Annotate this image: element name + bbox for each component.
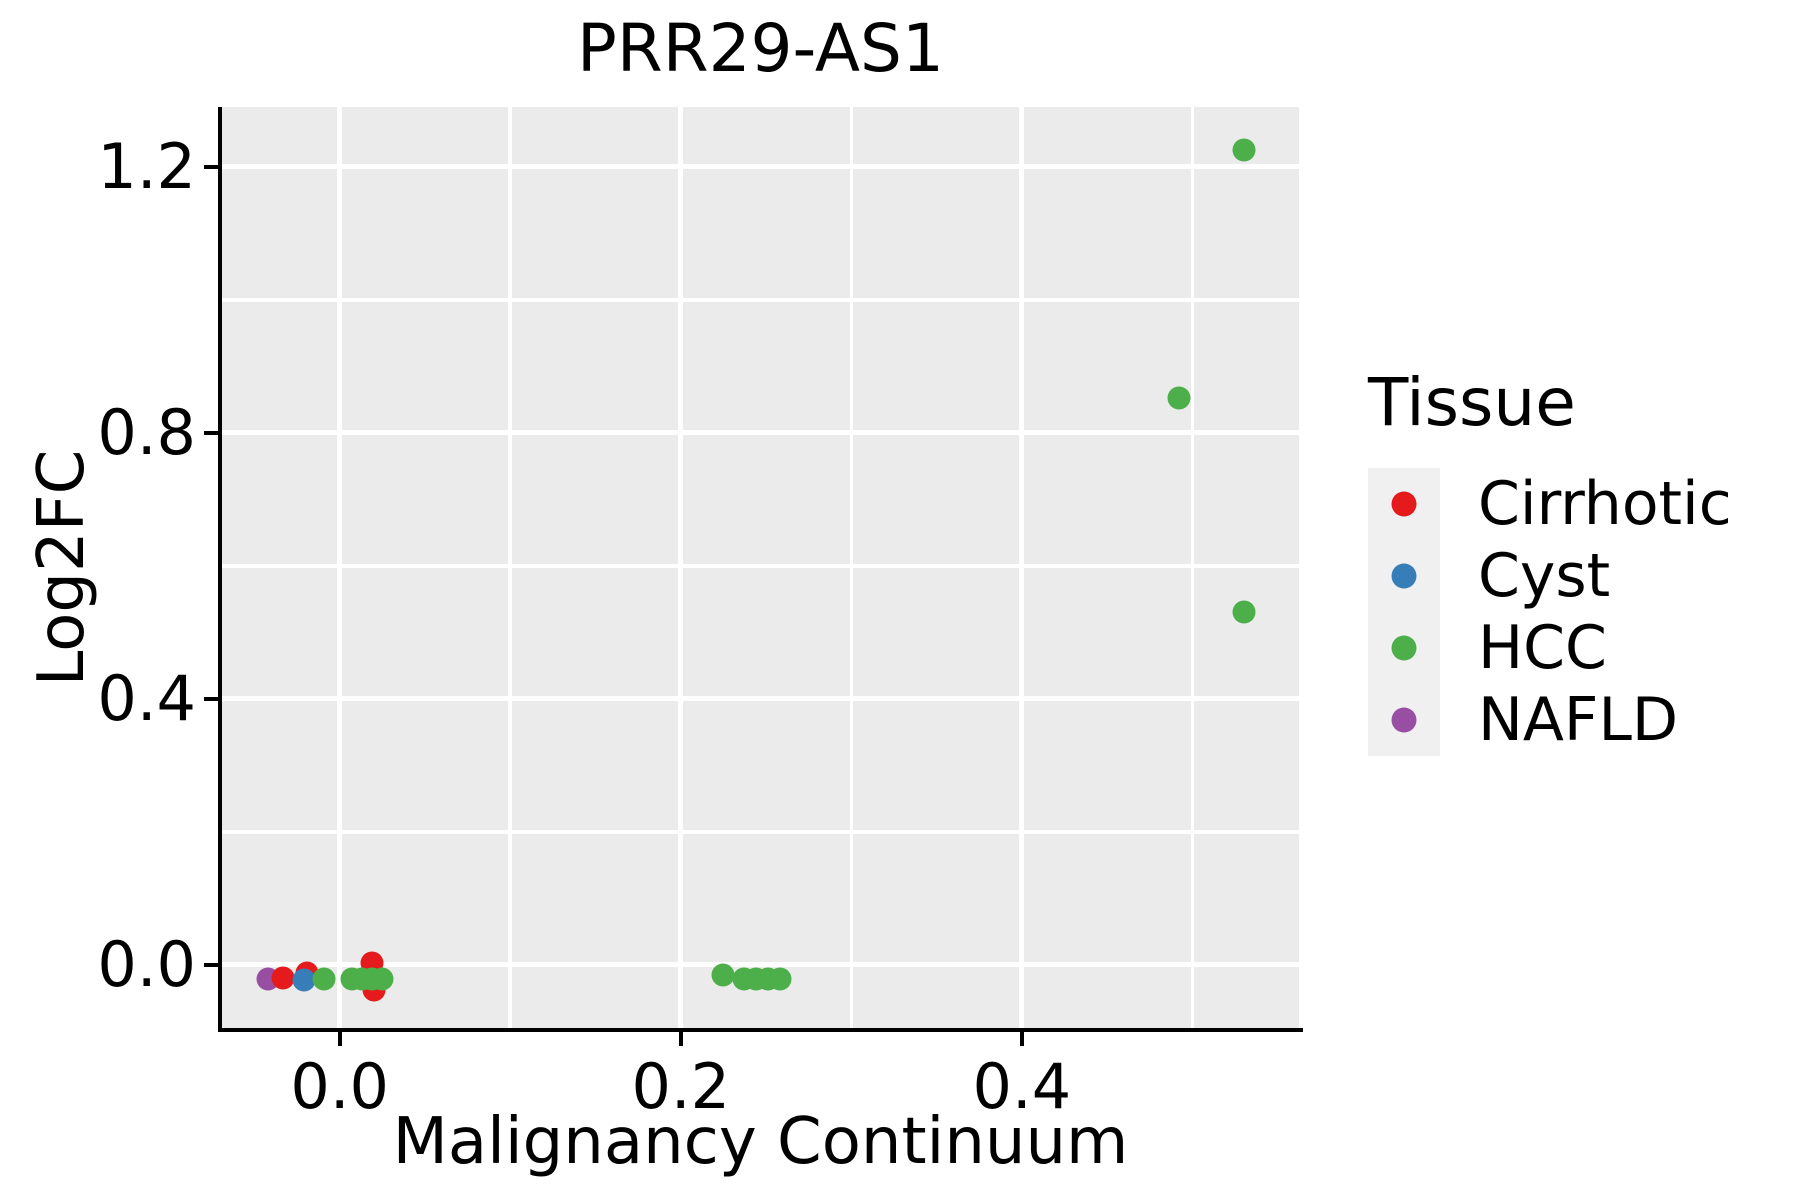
legend-key: [1368, 468, 1440, 540]
x-major-gridline: [337, 107, 343, 1028]
legend-entry-cirrhotic: Cirrhotic: [1368, 468, 1788, 540]
y-tick-mark: [204, 430, 218, 435]
legend-key: [1368, 540, 1440, 612]
x-tick-label: 0.4: [972, 1050, 1072, 1123]
y-major-gridline: [222, 430, 1299, 436]
legend-dot-nafld: [1391, 707, 1417, 733]
x-tick-label: 0.0: [290, 1050, 389, 1123]
legend-entry-cyst: Cyst: [1368, 540, 1788, 612]
y-axis-line: [218, 107, 222, 1032]
data-point-hcc: [1232, 138, 1256, 162]
data-point-cirrhotic: [271, 966, 295, 990]
data-point-cyst: [292, 968, 316, 992]
y-tick-label: 0.8: [97, 395, 196, 469]
legend-entry-hcc: HCC: [1368, 612, 1788, 684]
x-tick-mark: [337, 1032, 342, 1046]
legend-title: Tissue: [1368, 364, 1576, 441]
x-tick-mark: [678, 1032, 683, 1046]
x-tick-mark: [1019, 1032, 1024, 1046]
y-tick-mark: [204, 962, 218, 967]
y-minor-gridline: [222, 564, 1299, 568]
data-point-hcc: [1167, 386, 1191, 410]
plot-panel: [222, 107, 1299, 1028]
data-point-hcc: [1232, 600, 1256, 624]
legend-dot-cyst: [1391, 563, 1417, 589]
data-point-hcc: [312, 967, 336, 991]
legend-label: Cirrhotic: [1478, 469, 1732, 539]
y-tick-label: 0.0: [97, 927, 196, 1001]
legend-entry-nafld: NAFLD: [1368, 684, 1788, 756]
data-point-hcc: [711, 963, 735, 987]
x-axis-title: Malignancy Continuum: [392, 1105, 1129, 1179]
y-tick-mark: [204, 696, 218, 701]
y-major-gridline: [222, 696, 1299, 702]
legend-label: Cyst: [1478, 541, 1611, 611]
plot-title: PRR29-AS1: [577, 10, 944, 87]
legend-dot-cirrhotic: [1391, 491, 1417, 517]
legend-label: HCC: [1478, 613, 1607, 683]
legend-key: [1368, 612, 1440, 684]
legend-dot-hcc: [1391, 635, 1417, 661]
y-tick-label: 1.2: [97, 129, 196, 203]
x-major-gridline: [1019, 107, 1025, 1028]
legend-label: NAFLD: [1478, 685, 1679, 755]
data-point-hcc: [370, 967, 394, 991]
y-tick-label: 0.4: [97, 661, 196, 735]
x-axis-line: [218, 1028, 1303, 1032]
y-major-gridline: [222, 962, 1299, 968]
y-minor-gridline: [222, 830, 1299, 834]
y-major-gridline: [222, 164, 1299, 170]
y-axis-title: Log2FC: [25, 449, 99, 687]
x-major-gridline: [678, 107, 684, 1028]
x-tick-label: 0.2: [631, 1050, 731, 1123]
y-minor-gridline: [222, 298, 1299, 302]
data-point-hcc: [768, 967, 792, 991]
y-tick-mark: [204, 164, 218, 169]
legend-key: [1368, 684, 1440, 756]
